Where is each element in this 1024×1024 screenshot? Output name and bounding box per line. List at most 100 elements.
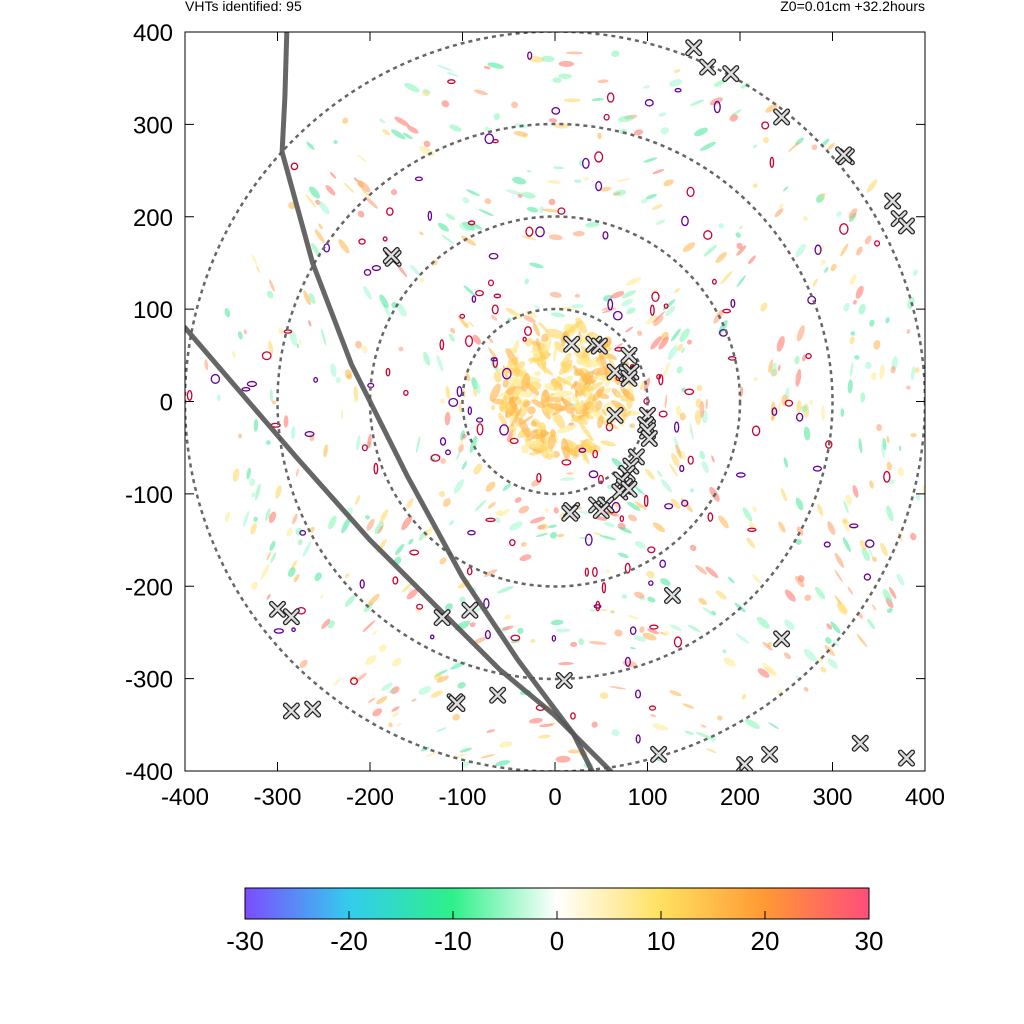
field-speck	[639, 626, 645, 633]
field-speck	[701, 461, 709, 473]
field-speck	[657, 470, 663, 478]
field-speck	[858, 438, 863, 454]
core-speck	[532, 344, 541, 352]
field-speck	[567, 749, 581, 754]
contour-loop	[483, 598, 490, 609]
vht-marker-fill	[434, 610, 450, 625]
field-speck	[796, 400, 802, 414]
field-speck	[323, 444, 328, 458]
field-speck	[677, 343, 683, 352]
field-speck	[555, 755, 571, 763]
field-speck	[646, 314, 657, 325]
field-speck	[548, 198, 556, 206]
field-speck	[670, 498, 681, 509]
field-speck	[448, 333, 455, 342]
contour-loop	[359, 579, 365, 589]
field-speck	[821, 138, 830, 146]
contour-loop	[681, 499, 689, 507]
field-speck	[910, 433, 917, 438]
field-speck	[777, 365, 781, 372]
contour-loop	[864, 539, 875, 548]
field-speck	[588, 641, 607, 645]
field-speck	[897, 466, 904, 477]
field-speck	[669, 690, 682, 697]
field-speck	[436, 675, 449, 683]
field-speck	[535, 230, 551, 234]
field-speck	[784, 589, 796, 602]
field-speck	[237, 331, 243, 340]
field-speck	[394, 116, 410, 127]
field-speck	[541, 55, 555, 63]
field-speck	[256, 265, 260, 273]
field-speck	[246, 467, 251, 480]
field-speck	[388, 688, 395, 694]
field-speck	[840, 243, 849, 257]
contour-loop	[593, 604, 602, 609]
field-speck	[459, 223, 471, 232]
core-speck	[598, 352, 608, 371]
field-speck	[910, 366, 916, 381]
field-speck	[848, 208, 858, 219]
field-speck	[238, 433, 242, 439]
field-speck	[336, 377, 341, 384]
core-speck	[553, 413, 566, 429]
field-speck	[362, 620, 376, 633]
field-speck	[858, 303, 866, 315]
field-speck	[377, 525, 384, 534]
field-speck	[529, 262, 544, 269]
contour-loop	[429, 634, 435, 640]
field-speck	[343, 182, 354, 193]
contour-loop	[509, 539, 516, 547]
vht-marker-fill	[629, 449, 644, 465]
field-speck	[652, 723, 668, 731]
vht-marker-fill	[305, 701, 320, 717]
contour-loop	[448, 397, 459, 407]
vht-marker-fill	[607, 408, 623, 423]
field-speck	[251, 253, 258, 265]
field-speck	[847, 586, 854, 595]
core-speck	[532, 431, 550, 440]
contour-loop	[490, 357, 498, 362]
field-speck	[366, 518, 375, 531]
vht-marker	[761, 745, 779, 763]
y-tick-label: 400	[133, 20, 173, 47]
contour-loop	[246, 380, 258, 388]
field-speck	[422, 88, 431, 94]
field-speck	[499, 741, 513, 748]
field-speck	[689, 99, 705, 106]
field-speck	[461, 235, 477, 246]
field-speck	[547, 524, 557, 529]
field-speck	[549, 291, 562, 298]
field-speck	[266, 551, 272, 561]
core-speck	[533, 393, 539, 402]
field-speck	[443, 498, 451, 507]
field-speck	[570, 641, 578, 647]
field-speck	[827, 658, 839, 669]
field-speck	[416, 435, 421, 453]
field-speck	[658, 112, 667, 117]
contour-loop	[459, 313, 466, 319]
field-speck	[478, 209, 494, 217]
contour-loop	[439, 437, 447, 446]
field-speck	[599, 186, 612, 192]
contour-loop	[186, 390, 193, 401]
field-speck	[802, 354, 807, 362]
contour-loop	[430, 453, 441, 462]
field-speck	[916, 494, 921, 501]
field-speck	[320, 594, 324, 599]
field-speck	[801, 405, 808, 413]
core-speck	[592, 385, 605, 402]
contour-loop	[535, 226, 545, 238]
contour-loop	[491, 304, 499, 315]
contour-loop	[386, 207, 394, 216]
field-speck	[392, 658, 402, 667]
vht-marker	[627, 448, 645, 466]
field-speck	[696, 385, 703, 392]
field-speck	[290, 426, 296, 440]
contour-loop	[602, 231, 609, 240]
contour-loop	[485, 517, 496, 523]
field-speck	[548, 118, 558, 123]
field-speck	[834, 595, 842, 605]
field-speck	[929, 480, 934, 493]
field-speck	[832, 639, 840, 647]
